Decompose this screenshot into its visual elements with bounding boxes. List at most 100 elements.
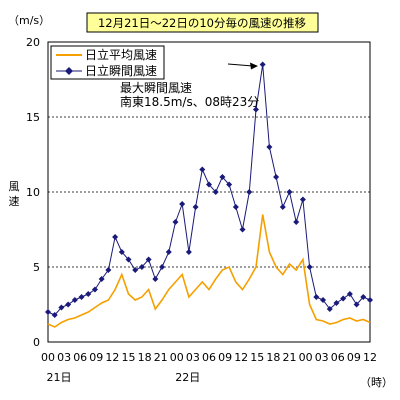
y-axis-title-char-0: 風 bbox=[9, 180, 20, 193]
gust-point-2 bbox=[58, 304, 65, 311]
x-tick-label-3: 09 bbox=[89, 351, 103, 364]
legend: 日立平均風速 日立瞬間風速 bbox=[50, 45, 165, 80]
annotation-arrowhead bbox=[250, 62, 258, 70]
x-tick-label-11: 09 bbox=[218, 351, 232, 364]
gust-point-6 bbox=[85, 291, 92, 297]
gust-point-47 bbox=[360, 294, 367, 300]
gust-point-30 bbox=[246, 189, 253, 195]
x-tick-label-4: 12 bbox=[105, 351, 119, 364]
x-tick-label-2: 06 bbox=[73, 351, 87, 364]
y-tick-label-20: 20 bbox=[26, 36, 40, 49]
x-tick-label-0: 00 bbox=[41, 351, 55, 364]
y-tick-label-5: 5 bbox=[33, 261, 40, 274]
gust-point-37 bbox=[293, 219, 300, 225]
x-tick-label-15: 21 bbox=[283, 351, 297, 364]
grid-lines bbox=[48, 116, 370, 268]
gust-point-17 bbox=[159, 264, 166, 270]
gust-point-4 bbox=[71, 297, 78, 303]
gust-point-11 bbox=[118, 249, 125, 255]
gust-point-45 bbox=[346, 291, 353, 297]
gust-point-19 bbox=[172, 219, 179, 225]
legend-avg-label: 日立平均風速 bbox=[85, 47, 157, 62]
gust-point-21 bbox=[185, 249, 192, 255]
gust-point-27 bbox=[226, 181, 233, 188]
y-tick-labels: 0 5 10 15 20 bbox=[26, 36, 40, 349]
gust-point-38 bbox=[299, 196, 306, 203]
x-tick-label-20: 12 bbox=[363, 351, 377, 364]
series-line-0 bbox=[47, 214, 371, 328]
y-axis-title: 風速 bbox=[9, 180, 20, 208]
x-tick-labels: 00 03 06 09 12 15 18 21 00 03 06 09 12 15 18 21 00 03 06 09… bbox=[41, 351, 377, 384]
x-tick-label-13: 15 bbox=[250, 351, 264, 364]
gust-point-46 bbox=[353, 301, 360, 308]
gust-point-34 bbox=[273, 174, 280, 180]
gust-point-13 bbox=[132, 267, 139, 273]
x-tick-label-17: 03 bbox=[315, 351, 329, 364]
x-tick-label-16: 00 bbox=[299, 351, 313, 364]
gust-point-5 bbox=[78, 294, 85, 300]
annotation-line2: 南東18.5m/s、08時23分 bbox=[120, 94, 259, 109]
gust-point-18 bbox=[165, 249, 172, 255]
annotation-line1: 最大瞬間風速 bbox=[120, 81, 192, 95]
x-tick-label-12: 12 bbox=[234, 351, 248, 364]
gust-point-10 bbox=[112, 234, 119, 240]
gust-point-25 bbox=[212, 189, 219, 195]
x-tick-label-19: 09 bbox=[347, 351, 361, 364]
gust-point-35 bbox=[279, 204, 286, 210]
chart-title: 12月21日～22日の10分毎の風速の推移 bbox=[98, 16, 307, 30]
x-tick-label-1: 03 bbox=[57, 351, 71, 364]
y-axis-title-char-1: 速 bbox=[9, 195, 20, 208]
x-date-label-0: 21日 bbox=[47, 371, 72, 384]
gust-point-22 bbox=[192, 204, 199, 210]
gust-point-8 bbox=[98, 276, 105, 282]
y-unit-label: （m/s） bbox=[8, 14, 50, 27]
x-tick-label-6: 18 bbox=[138, 351, 152, 364]
x-tick-label-10: 06 bbox=[202, 351, 216, 364]
gust-point-39 bbox=[306, 264, 313, 270]
gust-point-1 bbox=[51, 312, 58, 318]
y-tick-label-0: 0 bbox=[33, 336, 40, 349]
x-date-label-1: 22日 bbox=[175, 371, 200, 384]
x-tick-label-5: 15 bbox=[122, 351, 136, 364]
gust-point-28 bbox=[232, 204, 239, 210]
gust-point-44 bbox=[340, 295, 347, 302]
series-layer bbox=[45, 61, 373, 328]
x-tick-label-14: 18 bbox=[266, 351, 280, 364]
gust-point-24 bbox=[206, 181, 212, 188]
gust-point-26 bbox=[219, 174, 226, 180]
chart-title-background bbox=[86, 12, 319, 33]
gust-point-29 bbox=[239, 226, 246, 233]
gust-point-32 bbox=[259, 61, 266, 68]
gust-point-16 bbox=[152, 276, 159, 282]
x-tick-label-7: 21 bbox=[154, 351, 168, 364]
chart-title-box: 12月21日～22日の10分毎の風速の推移 bbox=[86, 12, 319, 33]
max-annotation: 最大瞬間風速 南東18.5m/s、08時23分 bbox=[120, 62, 259, 109]
x-tick-label-8: 00 bbox=[170, 351, 184, 364]
gust-point-43 bbox=[333, 300, 340, 306]
gust-point-48 bbox=[367, 297, 373, 303]
gust-point-31 bbox=[252, 106, 259, 113]
y-tick-label-15: 15 bbox=[26, 111, 40, 124]
gust-point-36 bbox=[286, 189, 293, 195]
gust-point-33 bbox=[266, 144, 273, 150]
x-tick-label-18: 06 bbox=[331, 351, 345, 364]
gust-point-41 bbox=[320, 297, 327, 303]
gust-point-7 bbox=[91, 286, 98, 293]
gust-point-23 bbox=[199, 166, 206, 173]
gust-point-9 bbox=[105, 267, 112, 273]
gust-point-40 bbox=[313, 294, 320, 300]
x-unit-label: （時） bbox=[360, 376, 393, 389]
gust-point-12 bbox=[125, 256, 132, 263]
gust-point-14 bbox=[138, 264, 145, 270]
y-tick-label-10: 10 bbox=[26, 186, 40, 199]
x-tick-label-9: 03 bbox=[186, 351, 200, 364]
legend-gust-label: 日立瞬間風速 bbox=[85, 63, 157, 78]
gust-point-0 bbox=[45, 309, 51, 315]
gust-point-3 bbox=[65, 301, 72, 308]
gust-point-20 bbox=[179, 201, 186, 207]
annotation-arrow bbox=[227, 63, 254, 67]
gust-point-42 bbox=[326, 306, 333, 312]
legend-gust-marker bbox=[65, 67, 73, 75]
